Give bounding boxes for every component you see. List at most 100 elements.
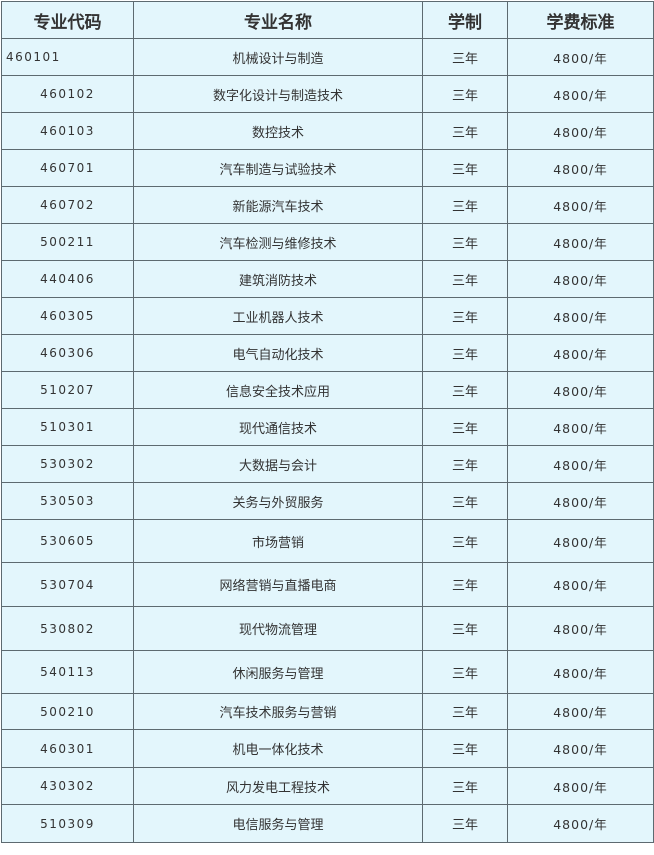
duration-cell: 三年 xyxy=(422,693,508,730)
table-row: 440406 建筑消防技术 三年 4800/年 xyxy=(1,260,654,298)
table-row: 460306 电气自动化技术 三年 4800/年 xyxy=(1,334,654,372)
name-cell: 现代物流管理 xyxy=(133,606,423,651)
fee-cell: 4800/年 xyxy=(507,767,654,805)
code-cell: 510207 xyxy=(1,371,134,409)
fee-cell: 4800/年 xyxy=(507,729,654,768)
table-row: 430302 风力发电工程技术 三年 4800/年 xyxy=(1,767,654,805)
code-cell: 460101 xyxy=(1,38,134,76)
table-row: 500211 汽车检测与维修技术 三年 4800/年 xyxy=(1,223,654,261)
fee-cell: 4800/年 xyxy=(507,804,654,843)
code-cell: 500210 xyxy=(1,693,134,730)
duration-cell: 三年 xyxy=(422,606,508,651)
name-cell: 数字化设计与制造技术 xyxy=(133,75,423,113)
fee-cell: 4800/年 xyxy=(507,186,654,224)
table-row: 460305 工业机器人技术 三年 4800/年 xyxy=(1,297,654,335)
fee-cell: 4800/年 xyxy=(507,606,654,651)
table-row: 460702 新能源汽车技术 三年 4800/年 xyxy=(1,186,654,224)
table-row: 460103 数控技术 三年 4800/年 xyxy=(1,112,654,150)
fee-cell: 4800/年 xyxy=(507,371,654,409)
duration-cell: 三年 xyxy=(422,562,508,607)
fee-cell: 4800/年 xyxy=(507,693,654,730)
code-cell: 460102 xyxy=(1,75,134,113)
duration-cell: 三年 xyxy=(422,371,508,409)
code-cell: 500211 xyxy=(1,223,134,261)
fee-cell: 4800/年 xyxy=(507,445,654,483)
code-cell: 540113 xyxy=(1,650,134,694)
header-duration: 学制 xyxy=(422,1,508,39)
table-row: 510207 信息安全技术应用 三年 4800/年 xyxy=(1,371,654,409)
header-fee: 学费标准 xyxy=(507,1,654,39)
name-cell: 机电一体化技术 xyxy=(133,729,423,768)
duration-cell: 三年 xyxy=(422,767,508,805)
header-name: 专业名称 xyxy=(133,1,423,39)
duration-cell: 三年 xyxy=(422,519,508,563)
table-row: 500210 汽车技术服务与营销 三年 4800/年 xyxy=(1,693,654,730)
code-cell: 460103 xyxy=(1,112,134,150)
table-row: 530605 市场营销 三年 4800/年 xyxy=(1,519,654,563)
table-row: 460101 机械设计与制造 三年 4800/年 xyxy=(1,38,654,76)
duration-cell: 三年 xyxy=(422,38,508,76)
code-cell: 460701 xyxy=(1,149,134,187)
fee-cell: 4800/年 xyxy=(507,297,654,335)
fee-cell: 4800/年 xyxy=(507,519,654,563)
duration-cell: 三年 xyxy=(422,260,508,298)
duration-cell: 三年 xyxy=(422,297,508,335)
fee-cell: 4800/年 xyxy=(507,223,654,261)
duration-cell: 三年 xyxy=(422,729,508,768)
duration-cell: 三年 xyxy=(422,408,508,446)
duration-cell: 三年 xyxy=(422,445,508,483)
name-cell: 汽车技术服务与营销 xyxy=(133,693,423,730)
name-cell: 工业机器人技术 xyxy=(133,297,423,335)
table-row: 460102 数字化设计与制造技术 三年 4800/年 xyxy=(1,75,654,113)
name-cell: 现代通信技术 xyxy=(133,408,423,446)
name-cell: 休闲服务与管理 xyxy=(133,650,423,694)
duration-cell: 三年 xyxy=(422,223,508,261)
name-cell: 电气自动化技术 xyxy=(133,334,423,372)
name-cell: 汽车制造与试验技术 xyxy=(133,149,423,187)
name-cell: 风力发电工程技术 xyxy=(133,767,423,805)
name-cell: 关务与外贸服务 xyxy=(133,482,423,520)
code-cell: 530605 xyxy=(1,519,134,563)
duration-cell: 三年 xyxy=(422,334,508,372)
duration-cell: 三年 xyxy=(422,186,508,224)
code-cell: 530503 xyxy=(1,482,134,520)
fee-cell: 4800/年 xyxy=(507,408,654,446)
duration-cell: 三年 xyxy=(422,482,508,520)
duration-cell: 三年 xyxy=(422,804,508,843)
name-cell: 信息安全技术应用 xyxy=(133,371,423,409)
code-cell: 460702 xyxy=(1,186,134,224)
name-cell: 建筑消防技术 xyxy=(133,260,423,298)
table-row: 510309 电信服务与管理 三年 4800/年 xyxy=(1,804,654,843)
name-cell: 电信服务与管理 xyxy=(133,804,423,843)
code-cell: 510301 xyxy=(1,408,134,446)
fee-cell: 4800/年 xyxy=(507,334,654,372)
code-cell: 460305 xyxy=(1,297,134,335)
name-cell: 数控技术 xyxy=(133,112,423,150)
table-row: 530503 关务与外贸服务 三年 4800/年 xyxy=(1,482,654,520)
name-cell: 网络营销与直播电商 xyxy=(133,562,423,607)
table-row: 460301 机电一体化技术 三年 4800/年 xyxy=(1,729,654,768)
table-row: 460701 汽车制造与试验技术 三年 4800/年 xyxy=(1,149,654,187)
code-cell: 530802 xyxy=(1,606,134,651)
code-cell: 510309 xyxy=(1,804,134,843)
duration-cell: 三年 xyxy=(422,75,508,113)
code-cell: 530704 xyxy=(1,562,134,607)
code-cell: 460301 xyxy=(1,729,134,768)
header-row: 专业代码 专业名称 学制 学费标准 xyxy=(1,1,654,39)
fee-cell: 4800/年 xyxy=(507,38,654,76)
name-cell: 机械设计与制造 xyxy=(133,38,423,76)
fee-cell: 4800/年 xyxy=(507,482,654,520)
code-cell: 430302 xyxy=(1,767,134,805)
fee-cell: 4800/年 xyxy=(507,112,654,150)
table-row: 510301 现代通信技术 三年 4800/年 xyxy=(1,408,654,446)
name-cell: 市场营销 xyxy=(133,519,423,563)
duration-cell: 三年 xyxy=(422,650,508,694)
fee-cell: 4800/年 xyxy=(507,260,654,298)
code-cell: 530302 xyxy=(1,445,134,483)
table-row: 530302 大数据与会计 三年 4800/年 xyxy=(1,445,654,483)
code-cell: 460306 xyxy=(1,334,134,372)
duration-cell: 三年 xyxy=(422,112,508,150)
fee-cell: 4800/年 xyxy=(507,75,654,113)
table-row: 540113 休闲服务与管理 三年 4800/年 xyxy=(1,650,654,694)
